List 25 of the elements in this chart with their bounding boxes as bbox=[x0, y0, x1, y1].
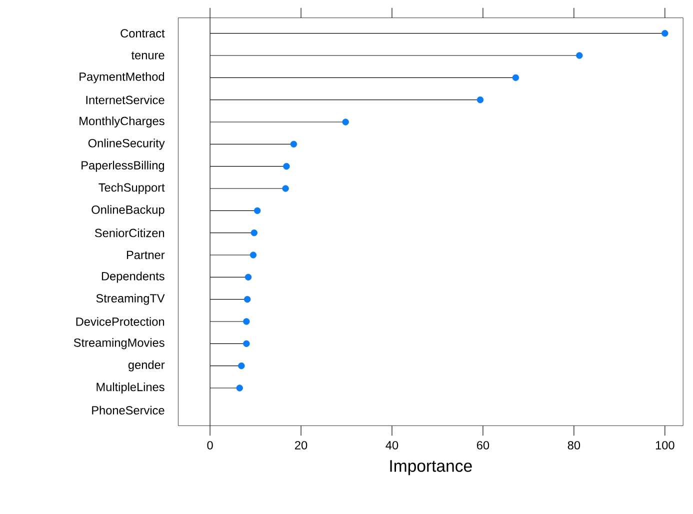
y-tick-label: StreamingTV bbox=[96, 294, 165, 305]
x-tick-label: 80 bbox=[568, 441, 580, 450]
y-tick-label: PaperlessBilling bbox=[82, 160, 164, 172]
x-axis-title: Importance bbox=[390, 460, 472, 476]
y-tick-label: PaymentMethod bbox=[80, 72, 164, 84]
y-tick-label: DeviceProtection bbox=[76, 317, 164, 326]
y-tick-label: InternetService bbox=[86, 96, 164, 104]
y-tick-label: tenure bbox=[131, 52, 164, 60]
y-tick-label: OnlineBackup bbox=[92, 205, 164, 216]
y-tick-label: SeniorCitizen bbox=[94, 228, 164, 238]
y-tick-label: OnlineSecurity bbox=[88, 138, 165, 150]
y-tick-label: MultipleLines bbox=[96, 382, 164, 394]
x-tick-label: 0 bbox=[207, 441, 213, 450]
y-tick-label: Partner bbox=[126, 250, 165, 260]
y-tick-label: PhoneService bbox=[92, 406, 164, 415]
y-tick-label: StreamingMovies bbox=[74, 338, 164, 350]
x-tick-label: 20 bbox=[295, 441, 308, 450]
y-tick-label: Contract bbox=[120, 29, 165, 38]
y-tick-label: gender bbox=[128, 360, 165, 372]
x-tick-label: 40 bbox=[386, 441, 398, 450]
y-tick-label: TechSupport bbox=[98, 183, 165, 194]
y-tick-label: MonthlyCharges bbox=[80, 116, 164, 128]
x-tick-label: 100 bbox=[656, 441, 674, 450]
y-tick-label: Dependents bbox=[102, 272, 164, 283]
x-tick-label: 60 bbox=[476, 441, 490, 450]
